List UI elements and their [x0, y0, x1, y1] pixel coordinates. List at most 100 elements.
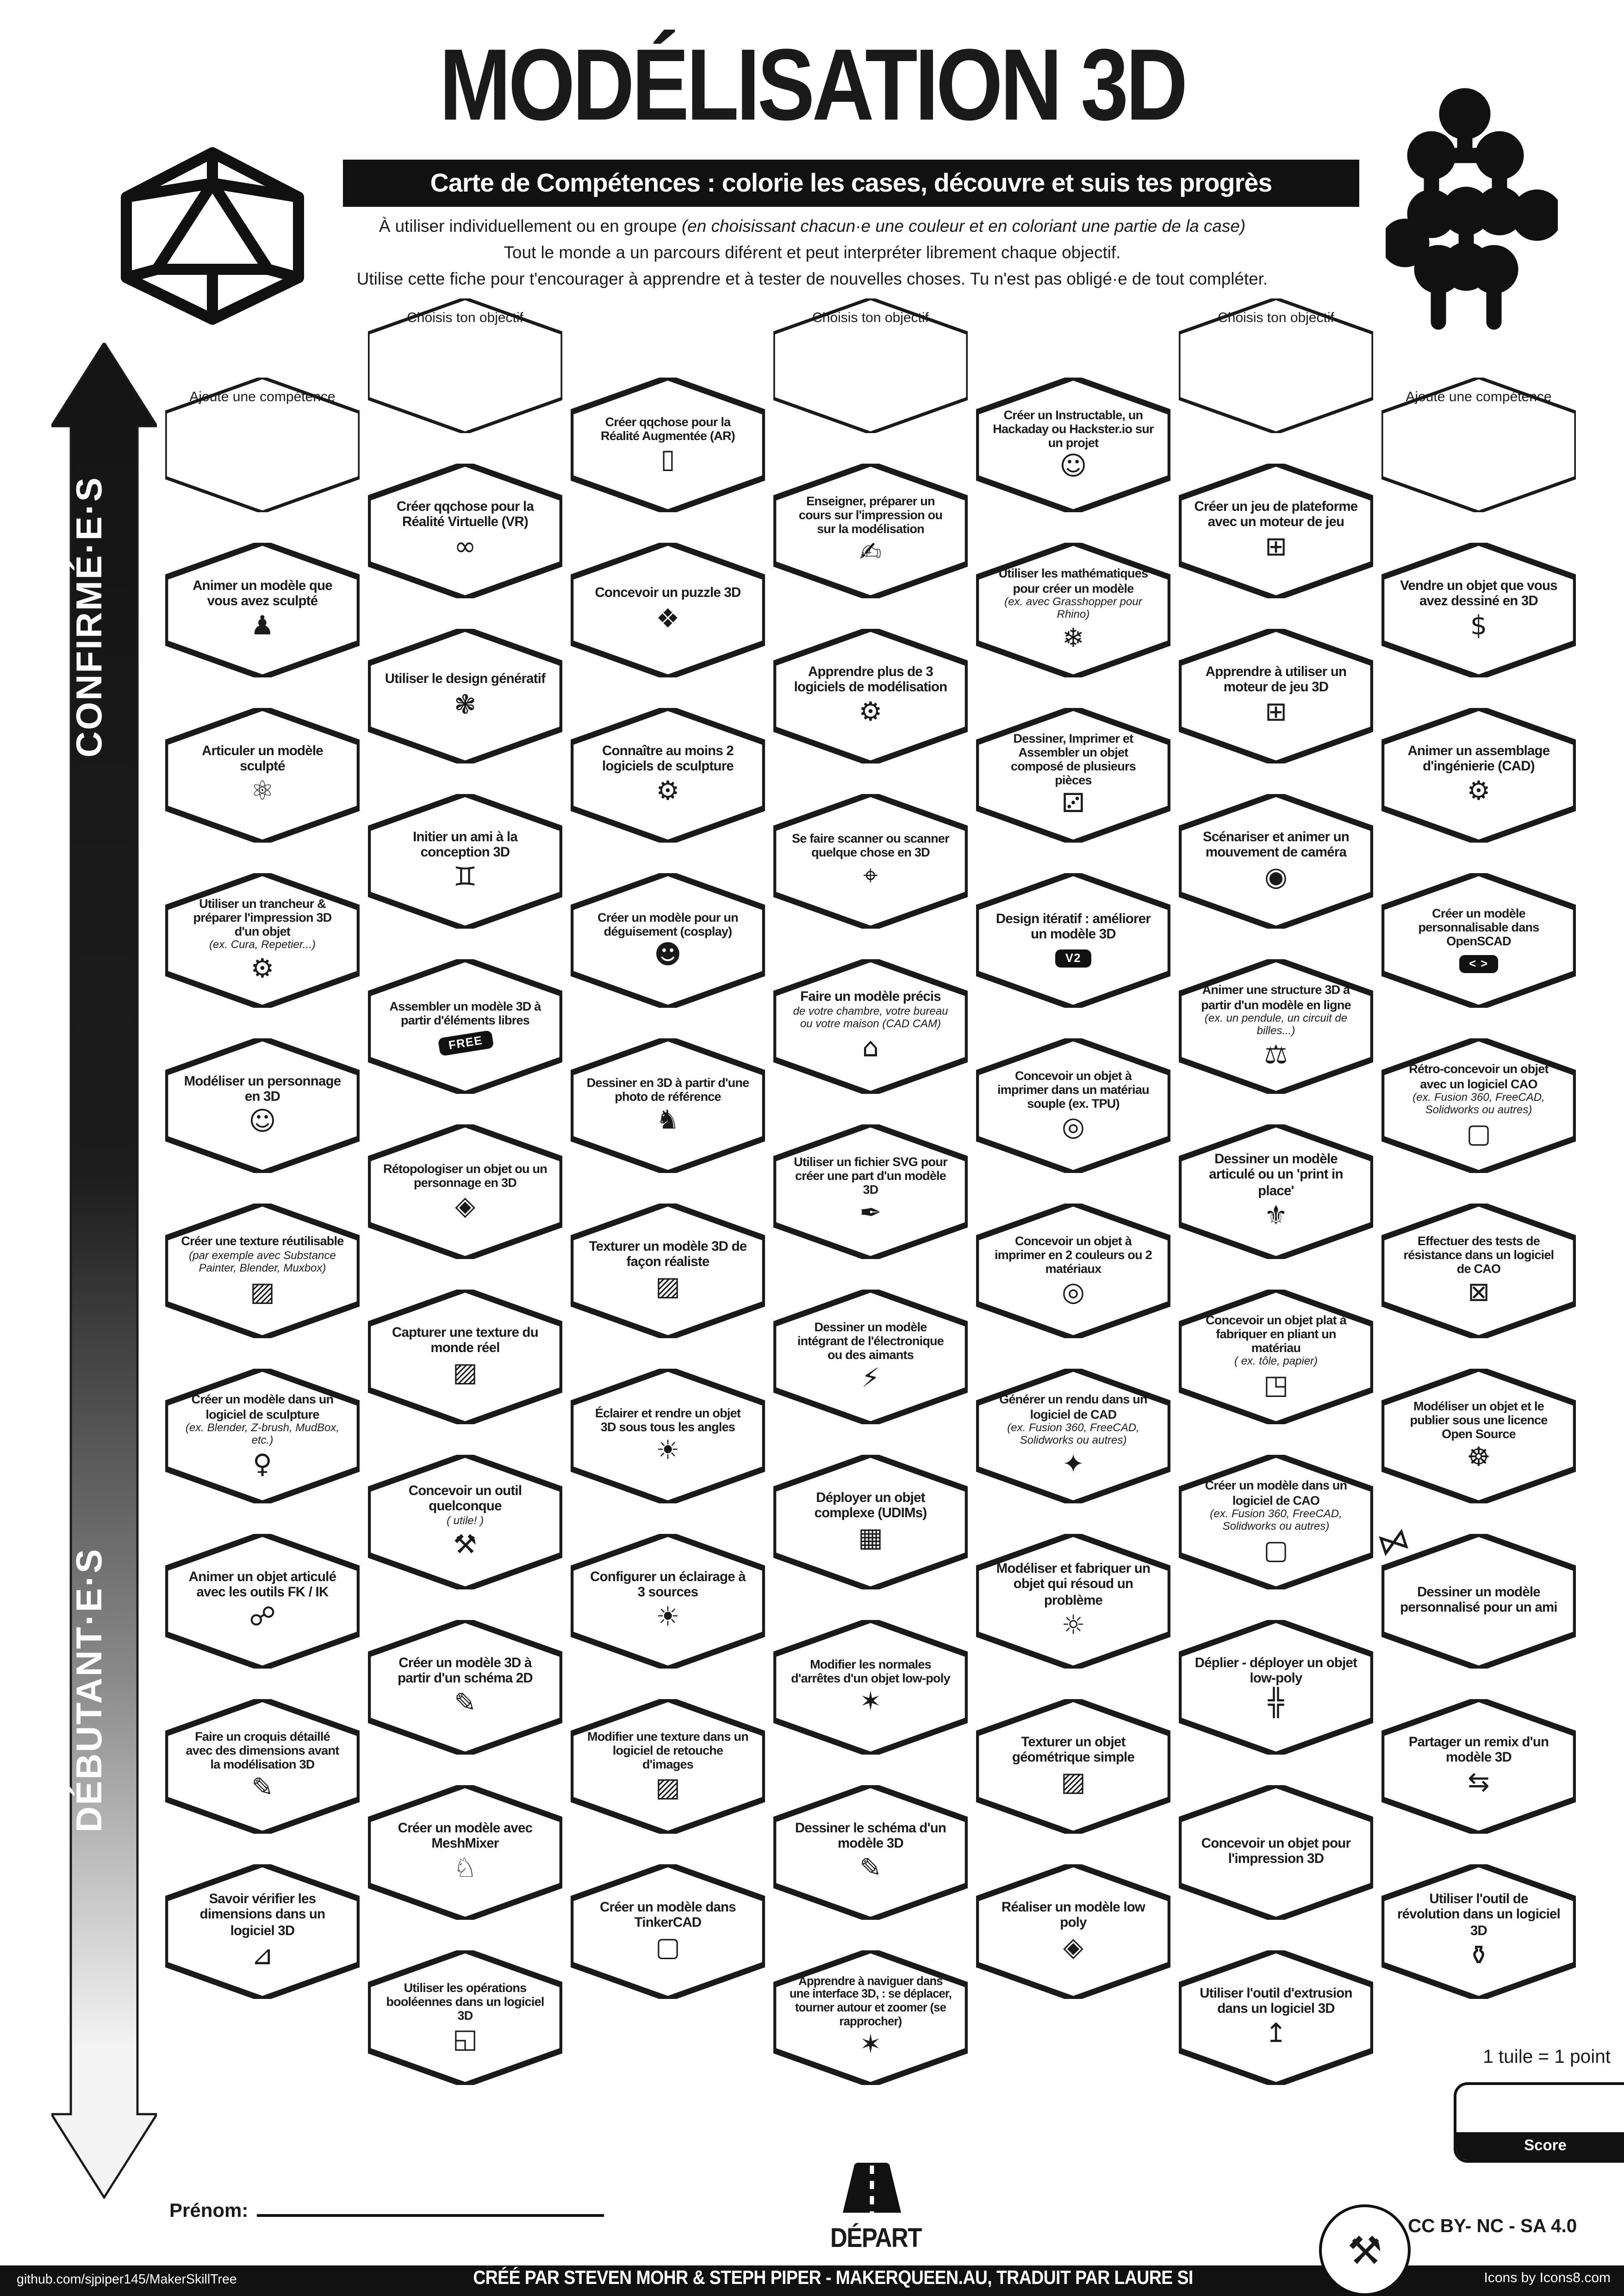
score-box: Score: [1454, 2082, 1624, 2163]
hex-tile-note: (ex. Blender, Z-brush, MudBox, etc.): [185, 1421, 340, 1446]
walking-person-icon: ♟: [250, 611, 274, 642]
hex-tile-label: Concevoir un objet pour l'impression 3D: [1201, 1836, 1351, 1867]
skill-tile: Concevoir un objet à imprimer en 2 coule…: [976, 1203, 1170, 1338]
skill-tile: Modéliser un personnage en 3D ☺: [165, 1037, 360, 1173]
skill-tile: Apprendre à utiliser un moteur de jeu 3D…: [1179, 628, 1373, 763]
skill-tile: Concevoir un objet pour l'impression 3D: [1179, 1784, 1373, 1919]
revolve-vase-icon: ⚱: [1468, 1940, 1490, 1971]
hex-tile-label: Scénariser et animer un mouvement de cam…: [1202, 830, 1350, 861]
hex-tile-label: Utiliser le design génératif: [385, 672, 546, 688]
hex-tile-label: Générer un rendu dans un logiciel de CAD: [999, 1393, 1147, 1421]
hex-tile-label: Connaître au moins 2 logiciels de sculpt…: [602, 744, 734, 775]
schematic-sketch-icon: ✎: [859, 1853, 882, 1884]
skill-tile: Créer un modèle dans un logiciel de CAO(…: [1179, 1454, 1373, 1589]
skill-tile: Créer un modèle dans un logiciel de scul…: [165, 1368, 360, 1503]
brain-icon: ❃: [454, 689, 476, 720]
lightbulb-icon: ☼: [1061, 1609, 1085, 1640]
hex-tile-note: (ex. Fusion 360, FreeCAD, Solidworks ou …: [1210, 1507, 1342, 1532]
icosahedron-wireframe-icon: ◈: [455, 1191, 475, 1222]
filament-spool-icon: ◎: [1062, 1112, 1085, 1143]
skill-tile: Modifier une texture dans un logiciel de…: [571, 1698, 765, 1833]
hex-tile-note: ( utile! ): [446, 1514, 484, 1527]
pendulum-icon: ⚖: [1264, 1039, 1288, 1070]
render-cube-sparkle-icon: ✦: [1062, 1448, 1084, 1479]
hex-tile-label: Réaliser un modèle low poly: [1001, 1900, 1145, 1931]
skill-tile: Déployer un objet complexe (UDIMs) ▦: [773, 1454, 968, 1589]
hex-tile-label: Choisis ton objectif: [407, 310, 523, 326]
skill-tile: Enseigner, préparer un cours sur l'impre…: [773, 463, 968, 598]
hex-tile-label: Créer un modèle avec MeshMixer: [398, 1821, 533, 1852]
page-title: MODÉLISATION 3D: [439, 29, 1188, 143]
hex-tile-label: Apprendre plus de 3 logiciels de modélis…: [794, 664, 948, 695]
dragon-head-icon: ⚜: [1264, 1200, 1288, 1231]
wireframe-cube-icon: ▢: [1263, 1534, 1288, 1565]
hex-tile-label: Apprendre à utiliser un moteur de jeu 3D: [1205, 664, 1347, 695]
skill-tile: Modéliser un objet et le publier sous un…: [1381, 1368, 1576, 1503]
hex-tile-label: Assembler un modèle 3D à partir d'élémen…: [389, 999, 541, 1028]
skill-tile: Assembler un modèle 3D à partir d'élémen…: [368, 958, 562, 1093]
skill-tile: Dessiner en 3D à partir d'une photo de r…: [571, 1037, 765, 1173]
stress-test-box-icon: ⊠: [1468, 1277, 1490, 1308]
skill-tile: Concevoir un objet plat à fabriquer en p…: [1179, 1289, 1373, 1424]
dimension-sketch-icon: ✎: [251, 1773, 274, 1804]
start-label: DÉPART: [830, 2223, 922, 2254]
skill-tile: Dessiner le schéma d'un modèle 3D ✎: [773, 1784, 968, 1919]
hex-tile-label: Texturer un modèle 3D de façon réaliste: [589, 1239, 747, 1270]
hex-tile-label: Utiliser l'outil de révolution dans un l…: [1397, 1893, 1561, 1939]
hex-tile-label: Dessiner un modèle articulé ou un 'print…: [1209, 1153, 1343, 1199]
hex-tile-label: Modifier les normales d'arrêtes d'un obj…: [791, 1657, 950, 1685]
crossed-tools-icon: ⚒: [453, 1530, 477, 1561]
skill-tile: Créer une texture réutilisable (par exemp…: [165, 1203, 360, 1338]
skill-tile: Réaliser un modèle low poly ◈: [976, 1863, 1170, 1998]
skill-tile: Créer qqchose pour la Réalité Augmentée …: [571, 377, 765, 512]
first-name-blank-line: [256, 2197, 604, 2217]
wireframe-cube-icon: ▢: [655, 1932, 680, 1963]
skill-tile: Créer un modèle 3D à partir d'un schéma …: [368, 1619, 562, 1754]
skill-tile: Créer un modèle dans TinkerCAD ▢: [571, 1863, 765, 1998]
teacher-blackboard-icon: ✍: [859, 537, 882, 568]
objective-tile: Choisis ton objectif: [368, 298, 562, 433]
laptop-gear-icon: ⚙: [656, 776, 680, 807]
skill-tile: Créer un Instructable, un Hackaday ou Ha…: [976, 377, 1170, 512]
skill-tile: Scénariser et animer un mouvement de cam…: [1179, 793, 1373, 928]
hex-tile-label: Concevoir un puzzle 3D: [595, 586, 741, 602]
first-name-field: Prénom:: [169, 2197, 604, 2221]
hex-tile-label: Articuler un modèle sculpté: [202, 744, 324, 775]
two-people-computer-icon: ♊: [453, 862, 477, 893]
venus-statue-icon: ♀: [253, 1448, 272, 1479]
money-bag-icon: $: [1470, 611, 1487, 642]
hex-tile-label: Effectuer des tests de résistance dans u…: [1403, 1234, 1555, 1276]
v2-file-icon: V2: [1055, 949, 1091, 968]
icosahedron-logo: [111, 147, 314, 325]
skill-tile: Design itératif : améliorer un modèle 3D…: [976, 872, 1170, 1007]
skill-tile: Concevoir un objet à imprimer dans un ma…: [976, 1037, 1170, 1173]
skill-tile: Savoir vérifier les dimensions dans un l…: [165, 1863, 360, 1998]
hex-tile-label: Concevoir un objet plat à fabriquer en p…: [1206, 1313, 1347, 1355]
skill-tile: Animer un modèle que vous avez sculpté ♟: [165, 542, 360, 677]
camera-icon: ◉: [1264, 862, 1288, 893]
hex-tile-label: Dessiner le schéma d'un modèle 3D: [795, 1821, 946, 1852]
texture-swatch-icon: ▨: [655, 1272, 680, 1303]
hex-tile-label: Créer qqchose pour la Réalité Augmentée …: [600, 415, 735, 443]
skill-tile: Modifier les normales d'arrêtes d'un obj…: [773, 1619, 968, 1754]
open-source-gear-icon: ☸: [1467, 1442, 1491, 1473]
skill-tile: ⋈ Dessiner un modèle personnalisé pour un…: [1374, 1521, 1576, 1668]
house-icon: ⌂: [862, 1032, 879, 1063]
disguise-icon: ☻: [654, 940, 682, 971]
skill-tile: Éclairer et rendre un objet 3D sous tous…: [571, 1368, 765, 1503]
hex-tile-label: Dessiner un modèle intégrant de l'électr…: [797, 1320, 944, 1362]
intro-line-2: Tout le monde a un parcours diférent et …: [504, 243, 1121, 263]
texture-swatch-icon: ▨: [250, 1276, 275, 1307]
skill-tile: Partager un remix d'un modèle 3D ⇆: [1381, 1698, 1576, 1833]
openscad-code-icon: < >: [1459, 956, 1498, 973]
navigation-axis-icon: ✶: [859, 2029, 882, 2060]
hex-tile-label: Créer un modèle personnalisable dans Ope…: [1418, 906, 1539, 949]
skill-tile: Utiliser un fichier SVG pour créer une p…: [773, 1123, 968, 1259]
skill-tile: Capturer une texture du monde réel ▨: [368, 1289, 562, 1424]
skill-tile: Animer un assemblage d'ingénierie (CAD) ⚙: [1381, 707, 1576, 842]
extrude-cube-icon: ↥: [1265, 2018, 1287, 2049]
hex-tile-label: Créer un Instructable, un Hackaday ou Ha…: [993, 408, 1154, 450]
hex-tile-label: Déployer un objet complexe (UDIMs): [814, 1490, 927, 1521]
skill-tile: Créer qqchose pour la Réalité Virtuelle …: [368, 463, 562, 598]
gamepad-icon: ⊞: [1265, 532, 1287, 563]
